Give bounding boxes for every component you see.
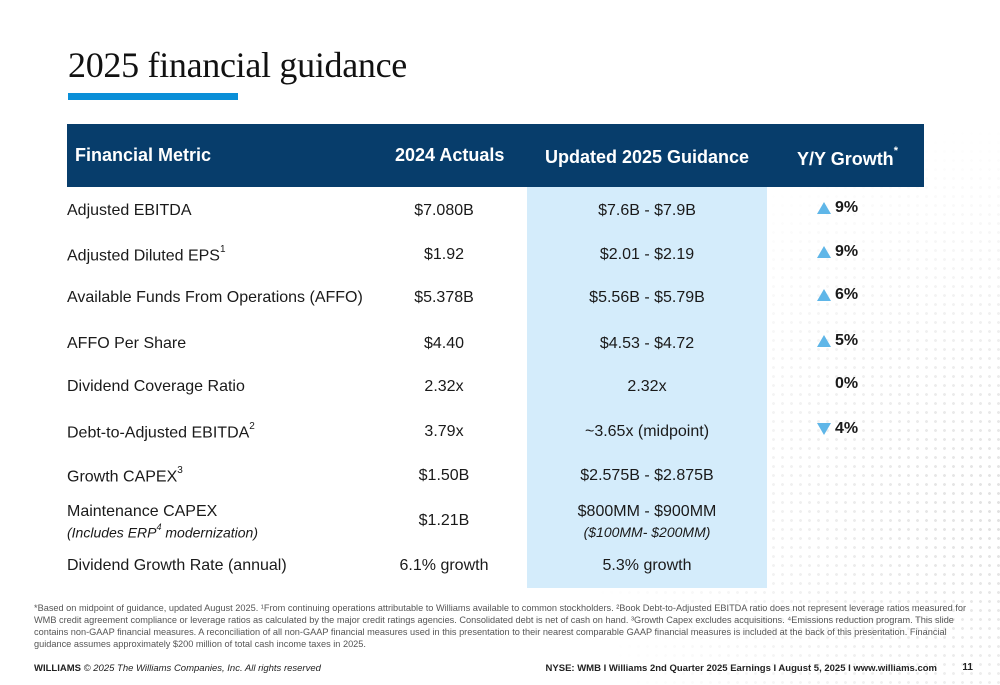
arrow-up-icon (817, 335, 831, 347)
growth-cell: 9% (817, 199, 858, 217)
arrow-up-icon (817, 202, 831, 214)
metric-note-marker: 4 (156, 522, 162, 532)
metric-label: Available Funds From Operations (AFFO) (67, 289, 363, 306)
guidance-cell: $2.575B - $2.875B (527, 467, 767, 485)
guidance-value: ~3.65x (midpoint) (584, 423, 710, 440)
metric-cell: Maintenance CAPEX (Includes ERP4 moderniz… (67, 503, 258, 541)
actual-cell: 3.79x (424, 423, 464, 440)
metric-label: AFFO Per Share (67, 335, 187, 352)
header-2024-actuals: 2024 Actuals (395, 145, 505, 165)
guidance-cell: $5.56B - $5.79B (527, 289, 767, 307)
footnote: *Based on midpoint of guidance, updated … (34, 603, 967, 649)
metric-cell: Dividend Growth Rate (annual) (67, 557, 287, 575)
guidance-column-highlight (527, 187, 767, 588)
guidance-value: 5.3% growth (602, 557, 692, 574)
actual-cell: $7.080B (414, 202, 474, 219)
guidance-note: ($100MM- $200MM) (583, 524, 711, 540)
metric-footnote-marker: 3 (177, 465, 183, 476)
header-yy-growth-marker: * (893, 145, 898, 157)
footer-info: NYSE: WMB I Williams 2nd Quarter 2025 Ea… (545, 663, 937, 674)
footer-copyright: WILLIAMS © 2025 The Williams Companies, … (34, 663, 321, 674)
metric-note-text: (Includes ERP (67, 524, 157, 541)
arrow-down-icon (817, 423, 831, 435)
actual-cell: $1.50B (418, 467, 470, 484)
growth-cell: 6% (817, 286, 858, 304)
page-title: 2025 financial guidance (68, 45, 407, 85)
metric-note-text-end: modernization) (161, 524, 258, 541)
guidance-value: $2.575B - $2.875B (580, 467, 714, 484)
header-yy-growth-label: Y/Y Growth (797, 149, 894, 169)
metric-label: Adjusted EBITDA (67, 202, 192, 219)
header-financial-metric: Financial Metric (75, 145, 212, 165)
table-header: Financial Metric 2024 Actuals Updated 20… (67, 124, 924, 187)
guidance-value: $4.53 - $4.72 (599, 335, 695, 352)
metric-note: (Includes ERP4 modernization) (67, 522, 258, 541)
metric-footnote-marker: 2 (249, 421, 255, 432)
footer-company: WILLIAMS (34, 663, 81, 674)
metric-label: Dividend Growth Rate (annual) (67, 557, 287, 574)
actual-cell: $4.40 (423, 335, 465, 352)
metric-cell: AFFO Per Share (67, 335, 186, 353)
actual-cell: $1.21B (418, 512, 470, 529)
arrow-up-icon (817, 289, 831, 301)
header-2025-guidance: Updated 2025 Guidance (544, 147, 750, 167)
metric-label: Maintenance CAPEX (67, 503, 218, 520)
growth-cell: 0% (817, 375, 858, 393)
guidance-value: 2.32x (627, 378, 667, 395)
title-accent-bar (68, 93, 238, 100)
actual-cell: 6.1% growth (399, 557, 489, 574)
arrow-up-icon (817, 246, 831, 258)
actual-cell: $1.92 (423, 246, 465, 263)
guidance-cell: $800MM - $900MM ($100MM- $200MM) (527, 503, 767, 540)
growth-cell: 4% (817, 420, 858, 438)
growth-cell: 9% (817, 243, 858, 261)
header-yy-growth: Y/Y Growth* (797, 124, 898, 187)
growth-cell: 5% (817, 332, 858, 350)
actual-cell: $5.378B (414, 289, 474, 306)
metric-cell: Growth CAPEX3 (67, 465, 183, 486)
guidance-value: $7.6B - $7.9B (598, 202, 696, 219)
actual-cell: 2.32x (424, 378, 464, 395)
metric-label: Growth CAPEX (67, 468, 178, 486)
growth-value: 9% (835, 199, 859, 216)
metric-label: Debt-to-Adjusted EBITDA (67, 424, 250, 442)
guidance-cell: 2.32x (527, 378, 767, 396)
guidance-cell: $7.6B - $7.9B (527, 202, 767, 220)
metric-footnote-marker: 1 (219, 244, 226, 255)
metric-cell: Available Funds From Operations (AFFO) (67, 289, 363, 307)
growth-value: 6% (835, 286, 859, 303)
guidance-cell: ~3.65x (midpoint) (527, 423, 767, 441)
page-number: 11 (962, 662, 973, 673)
metric-label: Adjusted Diluted EPS (67, 247, 220, 265)
footer-copyright-text: © 2025 The Williams Companies, Inc. All … (83, 663, 321, 674)
growth-value: 4% (835, 420, 859, 437)
guidance-value: $800MM - $900MM (577, 503, 717, 520)
guidance-cell: $4.53 - $4.72 (527, 335, 767, 353)
metric-cell: Adjusted Diluted EPS1 (67, 244, 226, 265)
growth-value: 9% (835, 243, 859, 260)
metric-cell: Dividend Coverage Ratio (67, 378, 245, 396)
guidance-value: $5.56B - $5.79B (589, 289, 705, 306)
guidance-cell: $2.01 - $2.19 (527, 246, 767, 264)
metric-label: Dividend Coverage Ratio (67, 378, 245, 395)
guidance-cell: 5.3% growth (527, 557, 767, 575)
guidance-value: $2.01 - $2.19 (599, 246, 695, 263)
metric-cell: Adjusted EBITDA (67, 202, 192, 220)
metric-cell: Debt-to-Adjusted EBITDA2 (67, 421, 255, 442)
growth-value: 0% (835, 375, 859, 392)
growth-value: 5% (835, 332, 859, 349)
